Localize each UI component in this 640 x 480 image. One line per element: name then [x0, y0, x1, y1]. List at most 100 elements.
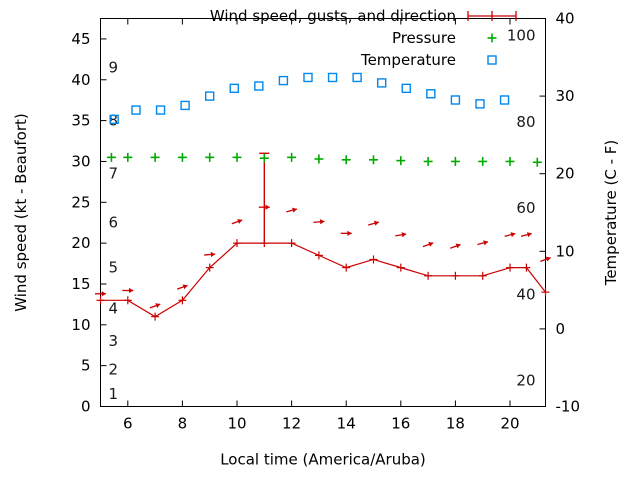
- wind-direction-arrow: [450, 243, 461, 249]
- beaufort-label: 4: [109, 299, 119, 317]
- wind-direction-arrow: [395, 232, 407, 238]
- x-tick-label: 14: [337, 415, 356, 433]
- x-tick-label: 6: [123, 415, 133, 433]
- y-left-tick-label: 30: [71, 152, 90, 170]
- x-tick-label: 18: [446, 415, 465, 433]
- temperature-point: [376, 78, 387, 88]
- y-left-tick-label: 10: [71, 316, 90, 334]
- temperature-point: [426, 89, 436, 99]
- x-tick-label: 8: [178, 415, 188, 433]
- wind-direction-arrow: [520, 232, 532, 238]
- y-left-tick-label: 25: [71, 193, 90, 211]
- y-right-tick-label: 0: [556, 320, 566, 338]
- wind-direction-arrow: [340, 230, 352, 236]
- y-left-tick-label: 15: [71, 275, 90, 293]
- wind-speed-point: [522, 263, 531, 272]
- wind-direction-arrow: [422, 241, 434, 248]
- wind-direction-arrow: [286, 207, 298, 213]
- pressure-point: [205, 152, 215, 162]
- wind-direction-arrow: [368, 220, 379, 226]
- temperature-point: [303, 72, 313, 83]
- temperature-point: [278, 75, 289, 86]
- temperature-point: [205, 91, 215, 101]
- y-right-tick-label: 40: [556, 10, 575, 28]
- wind-speed-point: [451, 271, 460, 280]
- wind-speed-point: [314, 251, 323, 260]
- wind-speed-point: [342, 263, 351, 272]
- y-left-tick-label: 45: [71, 30, 90, 48]
- wind-direction-arrow: [149, 303, 161, 309]
- temperature-point: [180, 100, 190, 111]
- pressure-point: [369, 155, 379, 165]
- wind-speed-point: [369, 255, 378, 264]
- pressure-point: [478, 156, 488, 166]
- y-left-tick-label: 20: [71, 234, 90, 252]
- pressure-point: [532, 157, 542, 167]
- x-axis-title: Local time (America/Aruba): [220, 451, 426, 469]
- y-left-axis-title: Wind speed (kt - Beaufort): [12, 113, 30, 312]
- beaufort-label: 6: [109, 214, 119, 232]
- wind-direction-arrow: [122, 287, 134, 294]
- wind-speed-point: [205, 263, 214, 272]
- temperature-point: [131, 105, 141, 115]
- temperature-point: [352, 72, 362, 83]
- wind-speed-point: [506, 263, 515, 272]
- fahrenheit-label: 20: [516, 372, 535, 390]
- wind-speed-point: [541, 288, 550, 297]
- beaufort-label: 3: [109, 332, 119, 350]
- pressure-point: [287, 152, 297, 162]
- fahrenheit-label: 40: [516, 285, 535, 303]
- pressure-point: [423, 156, 433, 166]
- pressure-point: [341, 155, 351, 165]
- y-left-tick-label: 35: [71, 112, 90, 130]
- temperature-point: [254, 81, 264, 91]
- fahrenheit-label: 60: [516, 199, 535, 217]
- beaufort-label: 9: [109, 59, 119, 77]
- plot-border: [100, 18, 546, 407]
- wind-speed-point: [396, 263, 405, 272]
- pressure-point: [314, 154, 324, 164]
- pressure-point: [396, 156, 406, 166]
- temperature-point: [229, 83, 239, 94]
- temperature-point: [155, 105, 166, 115]
- y-right-axis-title: Temperature (C - F): [602, 140, 620, 287]
- temperature-point: [475, 99, 485, 109]
- x-tick-label: 12: [282, 415, 301, 433]
- y-right-tick-label: 30: [556, 87, 575, 105]
- pressure-point: [505, 156, 515, 166]
- temperature-point: [450, 95, 461, 105]
- beaufort-label: 2: [109, 361, 119, 379]
- y-left-tick-label: 40: [71, 71, 90, 89]
- pressure-point: [259, 153, 269, 163]
- wind-speed-point: [424, 271, 433, 280]
- y-right-tick-label: -10: [556, 398, 581, 416]
- y-right-tick-label: 20: [556, 165, 575, 183]
- wind-direction-arrow: [540, 256, 551, 262]
- wind-direction-arrow: [231, 219, 243, 225]
- fahrenheit-label: 80: [516, 113, 535, 131]
- wind-speed-point: [123, 296, 132, 305]
- legend-label: Temperature: [360, 51, 456, 69]
- x-tick-label: 16: [391, 415, 410, 433]
- legend-marker: [487, 55, 497, 65]
- wind-speed-point: [96, 296, 105, 305]
- wind-direction-arrow: [177, 284, 188, 290]
- beaufort-label: 5: [109, 259, 119, 277]
- x-tick-label: 10: [227, 415, 246, 433]
- pressure-point: [123, 152, 133, 162]
- wind-direction-arrow: [313, 219, 325, 225]
- wind-speed-point: [478, 271, 487, 280]
- wind-speed-point: [151, 312, 160, 321]
- wind-direction-arrow: [504, 232, 516, 238]
- pressure-point: [106, 152, 116, 162]
- pressure-point: [150, 152, 160, 162]
- legend-label: Wind speed, gusts, and direction: [210, 7, 456, 25]
- legend-marker: [487, 33, 497, 43]
- wind-speed-point: [178, 296, 187, 305]
- wind-speed-point: [233, 239, 242, 248]
- beaufort-label: 1: [109, 385, 119, 403]
- wind-speed-point: [287, 239, 296, 248]
- legend-label: Pressure: [392, 29, 456, 47]
